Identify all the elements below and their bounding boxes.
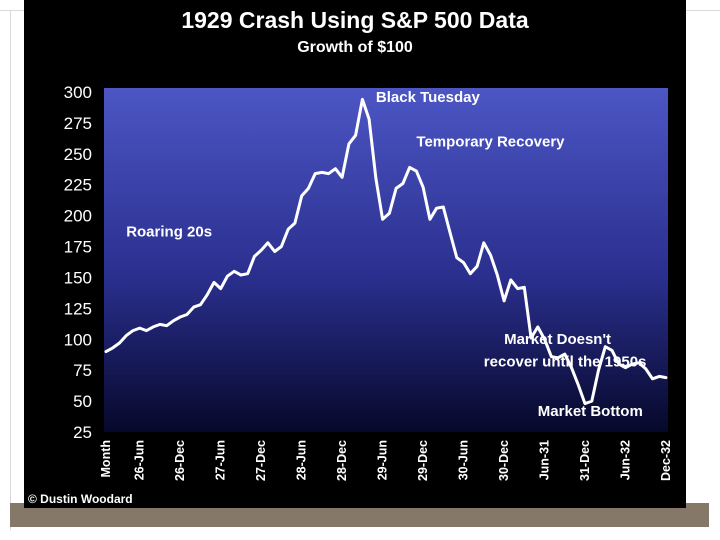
- y-axis: 300 275 250 225 200 175 150 125 100 75 50 25: [64, 83, 92, 442]
- annotation-label: Market Doesn't: [504, 331, 611, 348]
- x-axis: Month 26-Jun 26-Dec 27-Jun 27-Dec 28-Jun 28-De…: [99, 440, 673, 481]
- x-tick-label: Month: [99, 440, 113, 477]
- y-tick-label: 25: [73, 423, 92, 442]
- y-tick-label: 100: [64, 330, 92, 349]
- y-tick-label: 200: [64, 207, 92, 226]
- x-tick-label: 27-Jun: [214, 440, 228, 480]
- credit-text: © Dustin Woodard: [28, 492, 133, 506]
- x-tick-label: 28-Dec: [335, 440, 349, 481]
- x-tick-label: 29-Jun: [376, 440, 390, 480]
- x-tick-label: Jun-32: [619, 440, 633, 480]
- x-tick-label: 31-Dec: [578, 440, 592, 481]
- y-tick-label: 250: [64, 145, 92, 164]
- x-tick-label: 29-Dec: [416, 440, 430, 481]
- chart-svg: 1929 Crash Using S&P 500 Data Growth of …: [28, 7, 673, 506]
- x-tick-label: 30-Dec: [497, 440, 511, 481]
- y-tick-label: 125: [64, 299, 92, 318]
- slide-frame-left-line: [10, 10, 11, 530]
- x-tick-label: 26-Dec: [173, 440, 187, 481]
- chart-title: 1929 Crash Using S&P 500 Data: [181, 7, 529, 33]
- y-tick-label: 75: [73, 361, 92, 380]
- x-tick-label: 28-Jun: [295, 440, 309, 480]
- annotation-label: Black Tuesday: [376, 89, 481, 106]
- y-tick-label: 225: [64, 176, 92, 195]
- x-tick-label: Dec-32: [659, 440, 673, 481]
- data-line-growth-of-100: [104, 97, 668, 406]
- y-tick-label: 275: [64, 114, 92, 133]
- credit: © Dustin Woodard: [28, 492, 133, 506]
- annotation-label: Temporary Recovery: [416, 133, 565, 150]
- chart-subtitle: Growth of $100: [297, 39, 413, 56]
- y-tick-label: 50: [73, 392, 92, 411]
- x-tick-label: 27-Dec: [254, 440, 268, 481]
- y-tick-label: 175: [64, 238, 92, 257]
- annotations: Black Tuesday Temporary Recovery Roaring 2…: [126, 89, 646, 420]
- plot-area: [104, 88, 668, 432]
- y-tick-label: 300: [64, 83, 92, 102]
- y-tick-label: 150: [64, 268, 92, 287]
- x-tick-label: Jun-31: [538, 440, 552, 480]
- annotation-label: recover until the 1950s: [484, 354, 647, 371]
- x-tick-label: 26-Jun: [133, 440, 147, 480]
- annotation-label: Roaring 20s: [126, 224, 212, 241]
- annotation-label: Market Bottom: [538, 403, 643, 420]
- x-tick-label: 30-Jun: [457, 440, 471, 480]
- chart-panel: 1929 Crash Using S&P 500 Data Growth of …: [24, 0, 686, 508]
